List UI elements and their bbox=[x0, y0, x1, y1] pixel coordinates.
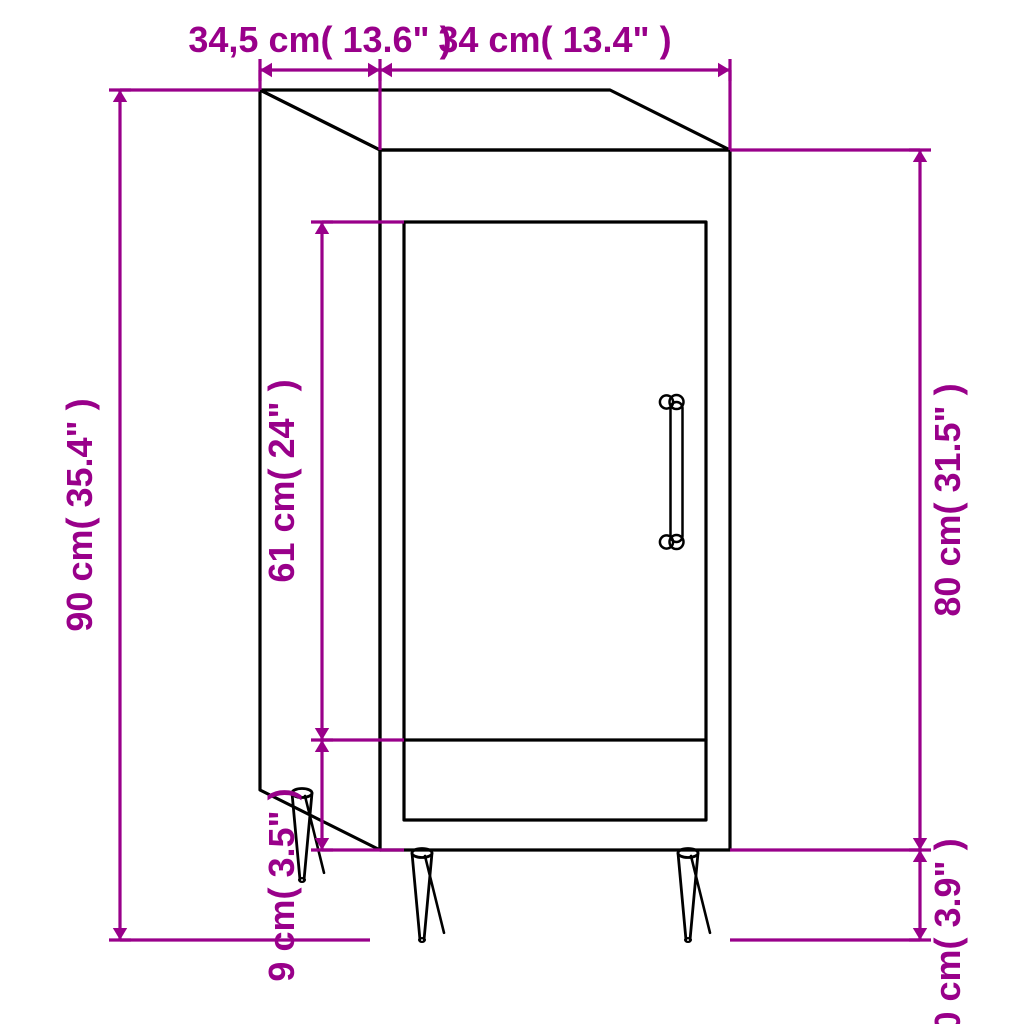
dim-leg-height-label: 10 cm( 3.9" ) bbox=[927, 838, 968, 1024]
dim-body-height-label: 80 cm( 31.5" ) bbox=[927, 383, 968, 616]
dim-width-label: 34 cm( 13.4" ) bbox=[438, 19, 671, 60]
leg-front-left bbox=[412, 849, 444, 943]
cabinet-outline bbox=[260, 90, 730, 850]
dim-total-height-label: 90 cm( 35.4" ) bbox=[59, 398, 100, 631]
cabinet-door bbox=[404, 222, 706, 820]
dim-depth-label: 34,5 cm( 13.6" ) bbox=[188, 19, 451, 60]
door-handle bbox=[660, 395, 684, 549]
dim-gap-label: 9 cm( 3.5" ) bbox=[261, 788, 302, 981]
dim-door-height-label: 61 cm( 24" ) bbox=[261, 379, 302, 582]
dimension-drawing: 34,5 cm( 13.6" )34 cm( 13.4" ) 90 cm( 35.… bbox=[0, 0, 1024, 1024]
leg-front-right bbox=[678, 849, 710, 943]
